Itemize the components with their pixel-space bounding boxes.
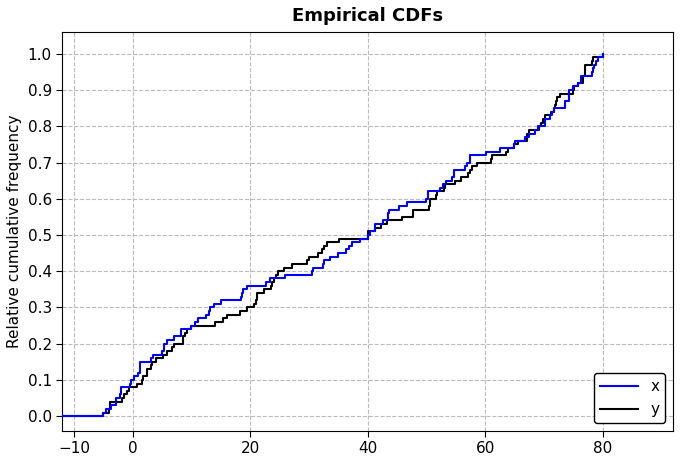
Line: y: y xyxy=(33,54,602,416)
x xyxy=(29,413,37,419)
y xyxy=(473,160,481,165)
y xyxy=(187,323,195,328)
x xyxy=(598,51,607,56)
x xyxy=(422,196,430,201)
x xyxy=(342,247,350,252)
Line: x: x xyxy=(33,54,602,416)
x xyxy=(463,160,471,165)
y xyxy=(29,413,37,419)
y xyxy=(123,388,131,394)
x xyxy=(117,388,125,394)
y xyxy=(598,51,607,56)
x xyxy=(187,323,195,328)
Legend: x, y: x, y xyxy=(594,373,666,423)
y xyxy=(511,142,519,147)
y xyxy=(426,196,435,201)
Title: Empirical CDFs: Empirical CDFs xyxy=(292,7,443,25)
x xyxy=(511,142,519,147)
Y-axis label: Relative cumulative frequency: Relative cumulative frequency xyxy=(7,115,22,348)
y xyxy=(318,247,326,252)
